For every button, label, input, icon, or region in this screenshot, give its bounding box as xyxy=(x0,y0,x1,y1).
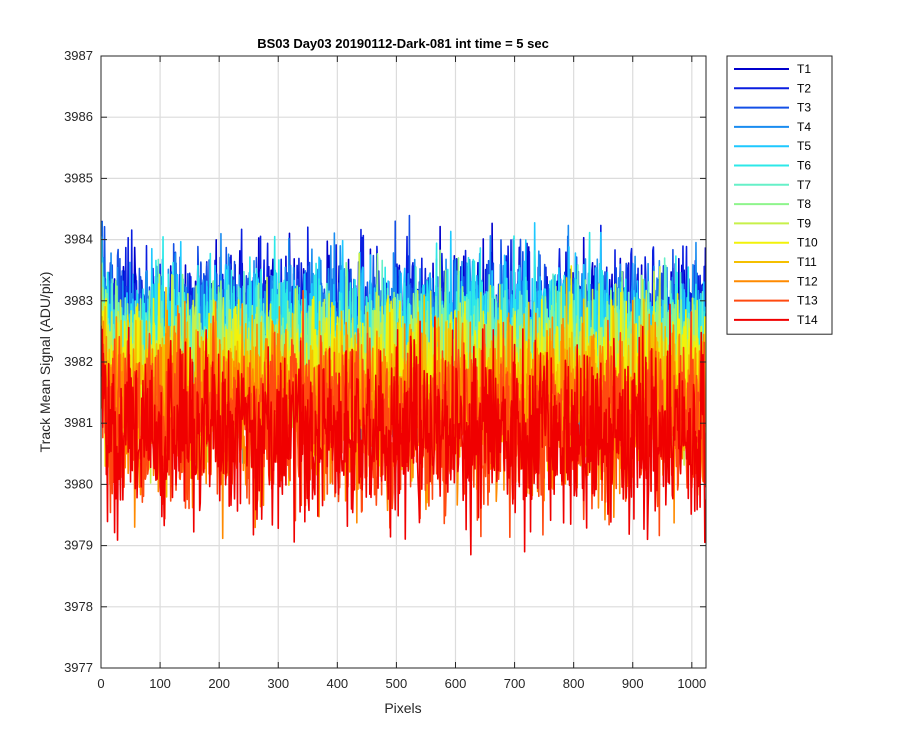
x-tick-label: 200 xyxy=(208,676,230,691)
legend-label-t9: T9 xyxy=(797,216,811,230)
x-axis-label: Pixels xyxy=(384,700,421,716)
x-tick-label: 400 xyxy=(326,676,348,691)
y-tick-label: 3983 xyxy=(64,293,93,308)
legend-label-t10: T10 xyxy=(797,236,818,250)
y-tick-label: 3978 xyxy=(64,599,93,614)
x-tick-label: 600 xyxy=(445,676,467,691)
y-tick-label: 3984 xyxy=(64,232,93,247)
x-tick-label: 800 xyxy=(563,676,585,691)
legend: T1 T2 T3 T4 T5 T6 T7 T8 T9 T10 T11 T12 T13 T14 xyxy=(726,55,833,335)
legend-label-t3: T3 xyxy=(797,101,811,115)
legend-label-t8: T8 xyxy=(797,197,811,211)
legend-label-t14: T14 xyxy=(797,313,818,327)
x-tick-label: 500 xyxy=(386,676,408,691)
y-tick-label: 3981 xyxy=(64,415,93,430)
y-tick-label: 3979 xyxy=(64,538,93,553)
legend-label-t7: T7 xyxy=(797,178,811,192)
x-tick-label: 900 xyxy=(622,676,644,691)
y-tick-label: 3982 xyxy=(64,354,93,369)
chart-title: BS03 Day03 20190112-Dark-081 int time = … xyxy=(257,36,549,51)
y-tick-label: 3977 xyxy=(64,660,93,675)
legend-label-t5: T5 xyxy=(797,139,811,153)
legend-label-t6: T6 xyxy=(797,159,811,173)
y-tick-label: 3987 xyxy=(64,48,93,63)
legend-label-t13: T13 xyxy=(797,294,818,308)
legend-label-t1: T1 xyxy=(797,62,811,76)
legend-label-t12: T12 xyxy=(797,274,818,288)
x-tick-label: 700 xyxy=(504,676,526,691)
y-tick-label: 3980 xyxy=(64,476,93,491)
y-tick-label: 3985 xyxy=(64,170,93,185)
x-axis: 0 100 200 300 400 500 600 700 800 900 1000 xyxy=(97,56,706,691)
y-axis-label: Track Mean Signal (ADU/pix) xyxy=(37,272,53,453)
legend-label-t4: T4 xyxy=(797,120,811,134)
y-axis: 3977 3978 3979 3980 3981 3982 3983 3984 3985 3986… xyxy=(64,48,706,675)
x-tick-label: 300 xyxy=(267,676,289,691)
x-tick-label: 0 xyxy=(97,676,104,691)
series-group xyxy=(101,214,706,556)
y-tick-label: 3986 xyxy=(64,109,93,124)
x-tick-label: 1000 xyxy=(677,676,706,691)
series-line-t14 xyxy=(101,303,706,556)
legend-box xyxy=(726,55,833,335)
x-tick-label: 100 xyxy=(149,676,171,691)
legend-label-t11: T11 xyxy=(797,255,817,269)
legend-label-t2: T2 xyxy=(797,81,811,95)
